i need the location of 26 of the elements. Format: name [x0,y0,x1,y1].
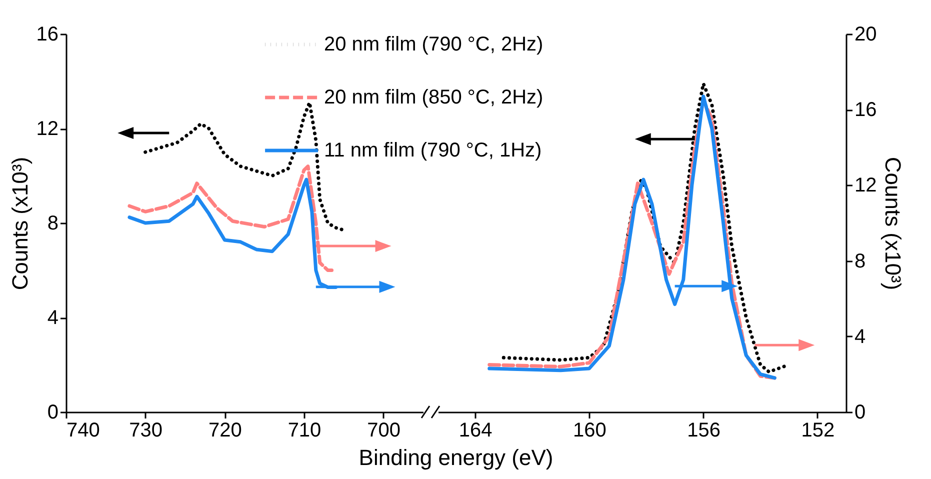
y-tick-label: 16 [36,24,58,46]
y2-tick-label: 16 [854,99,877,122]
y2-tick-label: 8 [854,250,866,272]
legend-label: 20 nm film (850 °C, 2Hz) [324,86,544,108]
y2-tick-label: 12 [854,174,877,197]
x-tick-label: 710 [288,420,322,442]
y-axis-title: Counts (x10³) [7,156,32,290]
x-axis-title: Binding energy (eV) [358,445,554,470]
x-tick-label: 164 [458,420,492,442]
x-tick-label: 740 [66,420,100,442]
y-tick-label: 12 [36,118,58,140]
y2-tick-label: 20 [854,24,877,46]
x-tick-label: 160 [573,420,606,442]
y-tick-label: 4 [47,307,58,329]
x-tick-label: 156 [687,420,721,442]
x-tick-label: 720 [208,420,242,442]
x-tick-label: 152 [801,420,835,442]
legend-label: 11 nm film (790 °C, 1Hz) [324,140,542,162]
x-tick-label: 730 [129,420,163,442]
y2-axis-title: Counts (x10³) [880,156,906,290]
y-tick-label: 0 [47,402,58,424]
legend-label: 20 nm film (790 °C, 2Hz) [324,34,544,56]
y-tick-label: 8 [47,212,58,234]
y2-tick-label: 0 [854,402,866,424]
y2-tick-label: 4 [854,326,866,348]
x-tick-label: 700 [367,420,401,442]
